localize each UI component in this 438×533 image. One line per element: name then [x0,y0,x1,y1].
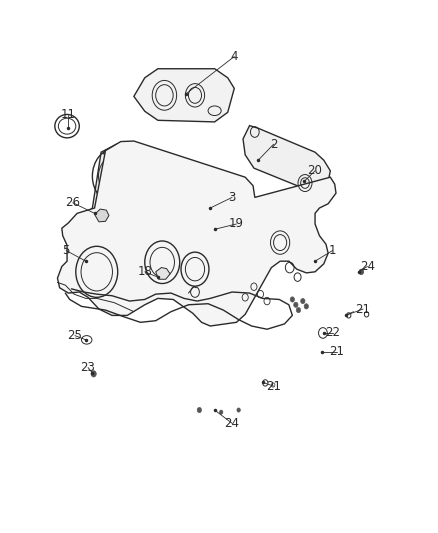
Text: 24: 24 [360,260,375,273]
Circle shape [304,304,308,309]
Text: 21: 21 [266,379,281,393]
Text: 23: 23 [81,361,95,374]
Polygon shape [68,243,155,284]
Circle shape [202,215,227,245]
Polygon shape [134,69,234,122]
Circle shape [237,408,240,412]
Circle shape [91,370,96,377]
Text: 25: 25 [67,329,82,342]
Circle shape [359,269,364,274]
Text: 11: 11 [61,109,76,122]
Circle shape [359,269,364,274]
Circle shape [219,410,223,414]
Circle shape [300,298,305,304]
Polygon shape [95,209,109,222]
Text: 1: 1 [329,244,336,257]
Polygon shape [57,141,336,326]
Text: 19: 19 [229,217,244,230]
Circle shape [296,308,300,313]
Text: 21: 21 [329,345,344,358]
Text: 18: 18 [138,265,152,278]
Polygon shape [81,144,250,243]
Polygon shape [182,195,239,220]
Circle shape [196,208,233,253]
Text: 26: 26 [65,196,80,209]
Text: 22: 22 [325,326,340,340]
Text: 2: 2 [270,138,277,151]
Polygon shape [155,268,170,279]
Text: 21: 21 [356,303,371,316]
Text: 3: 3 [228,191,236,204]
Text: 4: 4 [230,50,238,63]
Circle shape [207,221,223,240]
Circle shape [293,302,298,308]
Polygon shape [243,126,330,189]
Text: 5: 5 [63,244,70,257]
Circle shape [290,297,294,302]
Circle shape [197,407,201,413]
Text: 24: 24 [225,417,240,430]
Text: 20: 20 [307,164,322,177]
